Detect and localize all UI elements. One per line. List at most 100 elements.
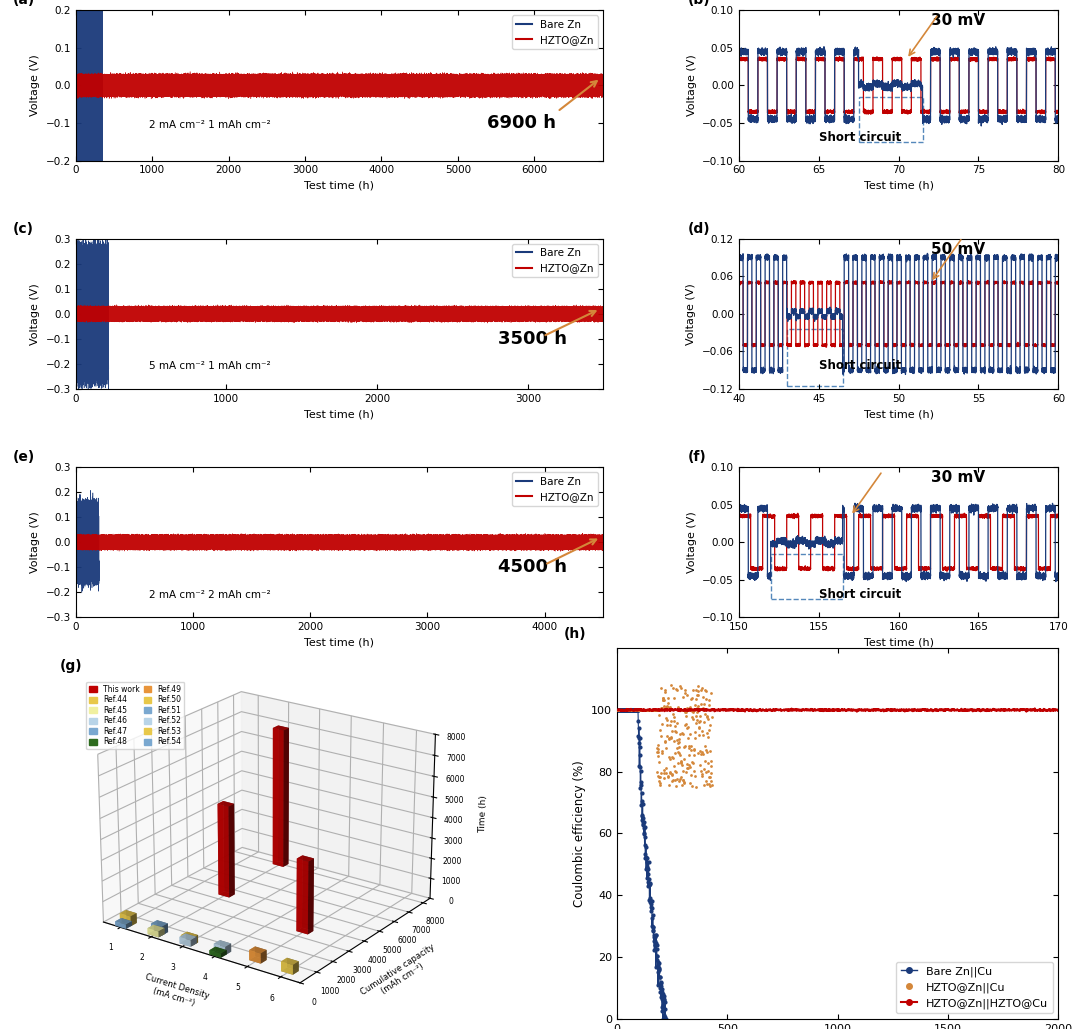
Point — [653, 744, 671, 760]
Point — [654, 691, 672, 708]
Y-axis label: Voltage (V): Voltage (V) — [30, 511, 40, 573]
Point — [684, 709, 701, 725]
Point — [647, 702, 664, 718]
Point — [621, 702, 638, 718]
Point — [637, 702, 654, 718]
Text: (h): (h) — [564, 627, 586, 641]
Point — [620, 702, 637, 718]
Point — [691, 757, 708, 774]
Point — [639, 702, 657, 718]
Point — [621, 702, 638, 718]
Point — [698, 741, 715, 757]
Point — [697, 753, 714, 770]
Point — [685, 681, 702, 698]
Point — [676, 704, 693, 720]
Point — [671, 678, 688, 695]
Point — [685, 755, 702, 772]
Point — [644, 702, 661, 718]
Point — [656, 698, 673, 714]
Point — [615, 702, 632, 718]
Point — [630, 702, 647, 718]
Point — [671, 739, 688, 755]
Point — [663, 767, 680, 783]
Point — [623, 702, 640, 718]
Point — [620, 702, 637, 718]
Point — [637, 702, 654, 718]
Point — [679, 718, 697, 735]
Point — [630, 702, 647, 718]
Point — [626, 702, 644, 718]
Point — [703, 685, 720, 702]
Point — [692, 681, 710, 698]
Point — [674, 764, 691, 780]
Point — [702, 752, 719, 769]
Point — [676, 717, 693, 734]
Point — [663, 766, 680, 782]
Point — [662, 716, 679, 733]
Point — [665, 733, 683, 749]
Point — [612, 702, 630, 718]
Point — [622, 702, 639, 718]
Y-axis label: Coulombic efficiency (%): Coulombic efficiency (%) — [572, 760, 585, 907]
Point — [624, 702, 642, 718]
Point — [692, 746, 710, 762]
Point — [652, 728, 670, 744]
Point — [646, 702, 663, 718]
Point — [700, 697, 717, 713]
Point — [616, 702, 633, 718]
Point — [623, 702, 640, 718]
Point — [609, 702, 626, 718]
Point — [627, 702, 645, 718]
Point — [642, 702, 659, 718]
Point — [630, 702, 647, 718]
Point — [680, 738, 698, 754]
Point — [678, 700, 696, 716]
Point — [693, 680, 711, 697]
Point — [629, 702, 646, 718]
Text: 6900 h: 6900 h — [487, 113, 556, 132]
Point — [675, 772, 692, 788]
Point — [635, 702, 652, 718]
Point — [610, 702, 627, 718]
Y-axis label: Voltage (V): Voltage (V) — [30, 55, 40, 116]
Point — [653, 700, 671, 716]
Point — [672, 725, 689, 742]
Point — [656, 761, 673, 778]
Point — [683, 742, 700, 758]
Point — [700, 764, 717, 780]
X-axis label: Test time (h): Test time (h) — [305, 181, 375, 191]
Point — [636, 702, 653, 718]
Point — [698, 773, 715, 789]
Point — [660, 695, 677, 711]
Point — [702, 766, 719, 782]
Point — [635, 702, 652, 718]
Point — [631, 702, 648, 718]
Point — [613, 702, 631, 718]
Point — [633, 702, 650, 718]
Point — [672, 753, 689, 770]
Point — [667, 723, 685, 740]
Point — [618, 702, 635, 718]
X-axis label: Test time (h): Test time (h) — [305, 410, 375, 420]
Point — [619, 702, 636, 718]
Point — [683, 690, 700, 707]
Point — [631, 702, 648, 718]
Point — [644, 702, 661, 718]
Point — [677, 708, 694, 724]
Point — [616, 702, 633, 718]
Point — [694, 688, 712, 705]
Point — [685, 741, 702, 757]
Point — [678, 756, 696, 773]
Point — [636, 702, 653, 718]
Point — [632, 702, 649, 718]
Point — [696, 681, 713, 698]
Legend: Bare Zn, HZTO@Zn: Bare Zn, HZTO@Zn — [512, 15, 598, 49]
Point — [670, 754, 687, 771]
Point — [700, 769, 717, 785]
Point — [690, 686, 707, 703]
Point — [672, 747, 689, 764]
Point — [666, 762, 684, 779]
Point — [699, 776, 716, 792]
X-axis label: Test time (h): Test time (h) — [864, 410, 933, 420]
Point — [658, 699, 675, 715]
